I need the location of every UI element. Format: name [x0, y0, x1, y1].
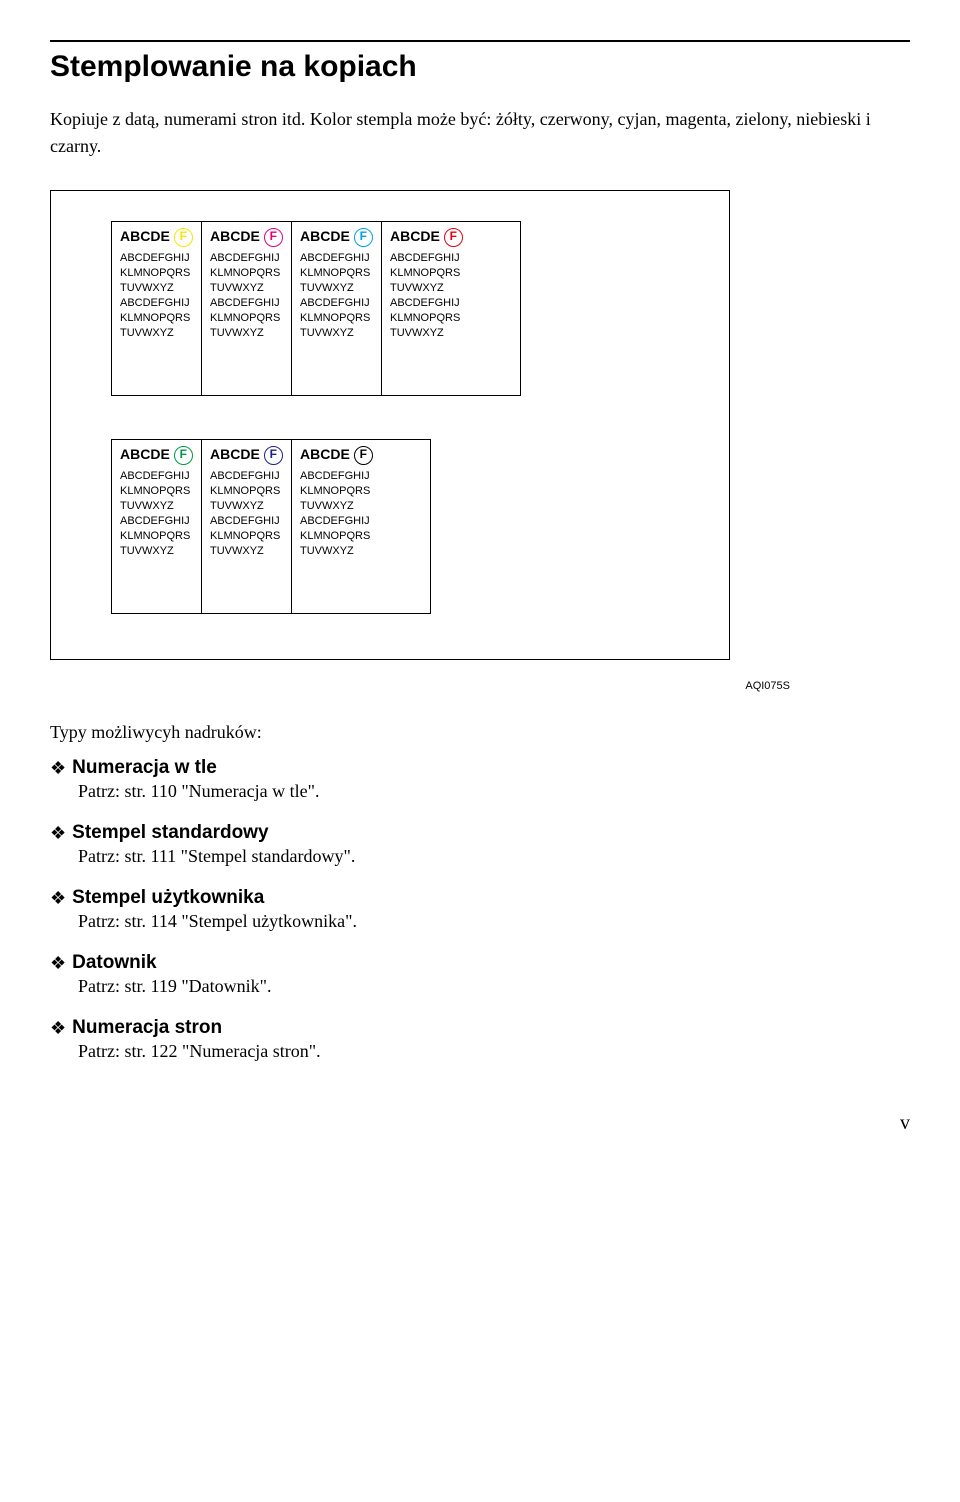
figure-code: AQI075S [50, 680, 790, 692]
item-title: Stempel standardowy [72, 822, 268, 843]
item-title: Numeracja stron [72, 1017, 222, 1038]
list-item: ❖ Stempel standardowy Patrz: str. 111 "Ste… [50, 822, 910, 867]
bullet-icon: ❖ [50, 1018, 66, 1039]
sheet-header: ABCDE [210, 228, 260, 244]
item-title: Numeracja w tle [72, 757, 217, 778]
list-subhead: Typy możliwycyh nadruków: [50, 722, 910, 743]
item-body: Patrz: str. 110 "Numeracja w tle". [78, 781, 910, 802]
sheet-header: ABCDE [300, 446, 350, 462]
figure-container: ABCDEFABCDEFGHIJKLMNOPQRSTUVWXYZABCDEFGH… [50, 190, 730, 660]
stamp-mark: F [354, 446, 373, 465]
list-item: ❖ Stempel użytkownika Patrz: str. 114 "Ste… [50, 887, 910, 932]
item-body: Patrz: str. 122 "Numeracja stron". [78, 1041, 910, 1062]
list-item: ❖ Numeracja stron Patrz: str. 122 "Numerac… [50, 1017, 910, 1062]
sheet-header: ABCDE [120, 228, 170, 244]
stamp-mark: F [264, 446, 283, 465]
list-item: ❖ Datownik Patrz: str. 119 "Datownik". [50, 952, 910, 997]
item-body: Patrz: str. 114 "Stempel użytkownika". [78, 911, 910, 932]
sheet-stack-row-2: ABCDEFABCDEFGHIJKLMNOPQRSTUVWXYZABCDEFGH… [111, 439, 699, 629]
stamp-mark: F [174, 446, 193, 465]
item-title: Datownik [72, 952, 156, 973]
item-title: Stempel użytkownika [72, 887, 264, 908]
bullet-icon: ❖ [50, 953, 66, 974]
page-number: v [50, 1112, 910, 1135]
stamp-mark: F [264, 228, 283, 247]
stamp-mark: F [354, 228, 373, 247]
bullet-icon: ❖ [50, 758, 66, 779]
bullet-icon: ❖ [50, 888, 66, 909]
sample-sheet: ABCDEF ABCDEFGHIJKLMNOPQRSTUVWXYZABCDEFGH… [291, 439, 431, 614]
sheet-header: ABCDE [390, 228, 440, 244]
item-body: Patrz: str. 119 "Datownik". [78, 976, 910, 997]
sheet-body: ABCDEFGHIJKLMNOPQRSTUVWXYZABCDEFGHIJKLMN… [390, 251, 512, 341]
item-list: ❖ Numeracja w tle Patrz: str. 110 "Numerac… [50, 757, 910, 1062]
stamp-mark: F [174, 228, 193, 247]
sheet-header: ABCDE [210, 446, 260, 462]
intro-text: Kopiuje z datą, numerami stron itd. Kolo… [50, 106, 910, 160]
bullet-icon: ❖ [50, 823, 66, 844]
sheet-stack-row-1: ABCDEFABCDEFGHIJKLMNOPQRSTUVWXYZABCDEFGH… [111, 221, 699, 411]
sheet-header: ABCDE [120, 446, 170, 462]
sheet-header: ABCDE [300, 228, 350, 244]
list-item: ❖ Numeracja w tle Patrz: str. 110 "Numerac… [50, 757, 910, 802]
sample-sheet: ABCDEF ABCDEFGHIJKLMNOPQRSTUVWXYZABCDEFGH… [381, 221, 521, 396]
item-body: Patrz: str. 111 "Stempel standardowy". [78, 846, 910, 867]
sheet-body: ABCDEFGHIJKLMNOPQRSTUVWXYZABCDEFGHIJKLMN… [300, 469, 422, 559]
stamp-mark: F [444, 228, 463, 247]
page-title: Stemplowanie na kopiach [50, 40, 910, 84]
